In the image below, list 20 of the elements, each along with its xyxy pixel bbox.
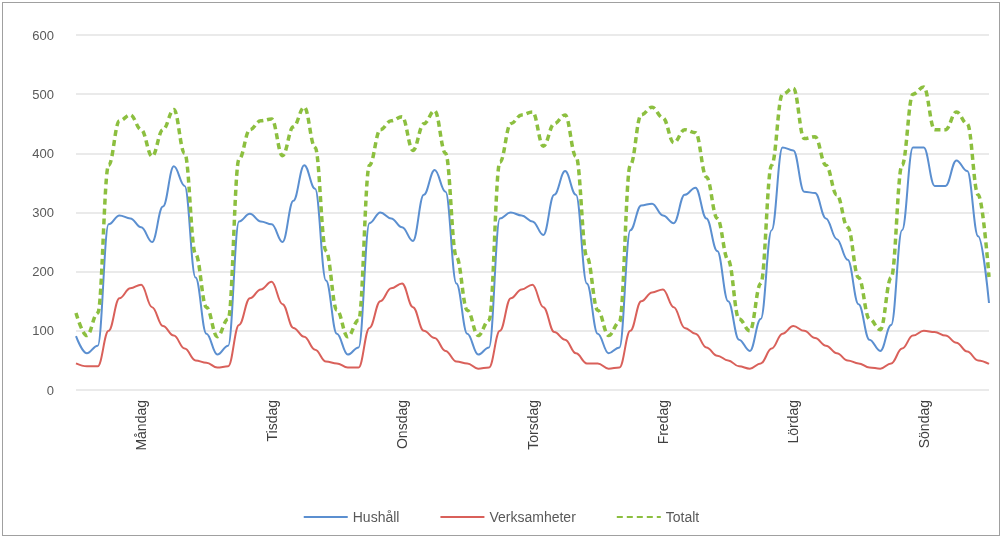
y-tick-label: 100 [32, 323, 54, 339]
y-tick-label: 0 [46, 382, 54, 398]
y-tick-label: 400 [32, 145, 54, 161]
y-tick-label: 600 [32, 27, 54, 43]
line-series [75, 146, 990, 356]
y-tick-label: 500 [32, 86, 54, 102]
x-tick-label: Fredag [654, 400, 671, 445]
line-series [74, 85, 991, 339]
x-tick-label: Lördag [785, 400, 802, 444]
legend-label: Hushåll [352, 509, 400, 525]
x-tick-label: Onsdag [394, 400, 411, 450]
x-tick-label: Söndag [915, 400, 932, 449]
x-tick-label: Torsdag [524, 400, 541, 450]
x-tick-label: Måndag [133, 400, 150, 451]
legend-label: Totalt [665, 509, 700, 525]
y-tick-label: 200 [32, 264, 54, 280]
line-series [75, 280, 990, 370]
x-tick-label: Tisdag [263, 400, 280, 442]
legend-label: Verksamheter [489, 509, 577, 525]
y-tick-label: 300 [32, 205, 54, 220]
